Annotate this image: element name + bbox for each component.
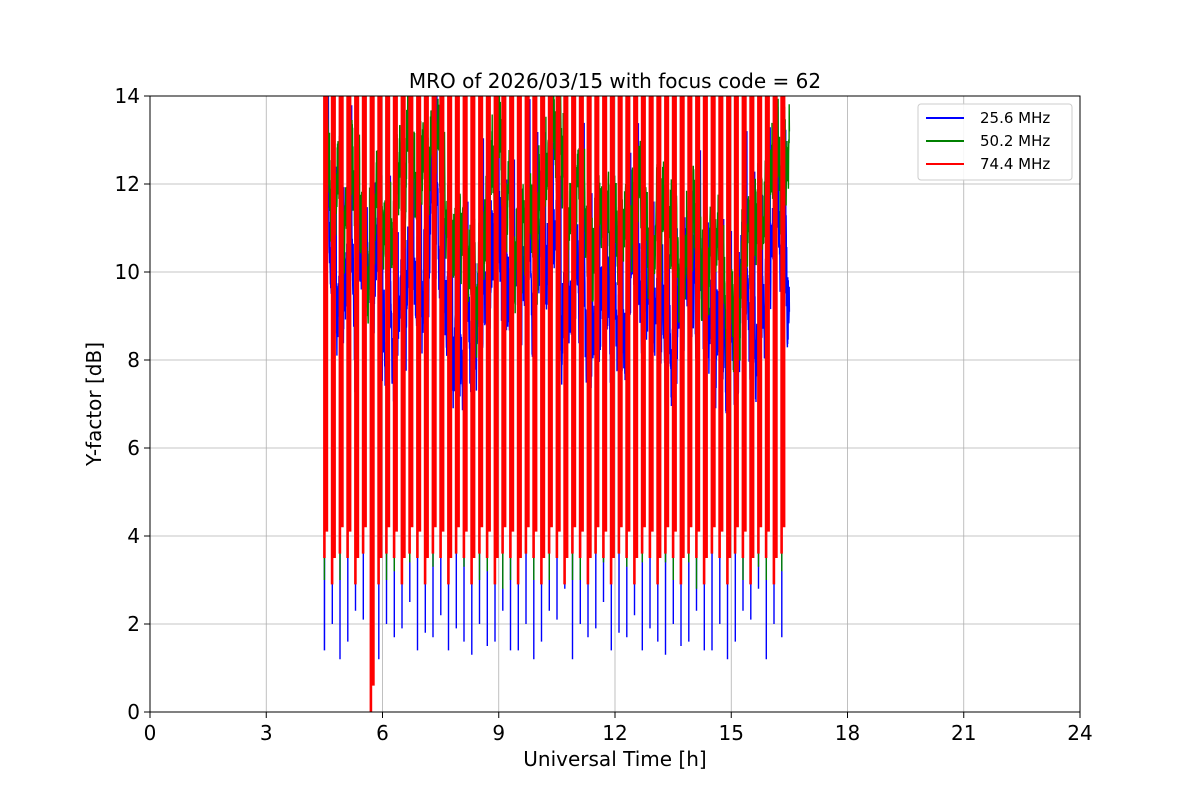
legend-label: 74.4 MHz — [980, 155, 1050, 173]
x-tick-label: 0 — [144, 721, 157, 745]
x-tick-label: 24 — [1067, 721, 1092, 745]
y-tick-label: 4 — [127, 524, 140, 548]
series-74-4-mhz — [323, 96, 786, 712]
legend: 25.6 MHz 50.2 MHz 74.4 MHz — [917, 103, 1073, 181]
x-tick-label: 6 — [376, 721, 389, 745]
x-axis: 0 3 6 9 12 15 18 21 24 — [144, 712, 1093, 745]
y-tick-label: 10 — [115, 260, 140, 284]
y-tick-label: 0 — [127, 700, 140, 724]
y-axis: 0 2 4 6 8 10 12 14 — [115, 84, 150, 724]
plot-area — [323, 96, 791, 712]
legend-label: 25.6 MHz — [980, 109, 1050, 127]
x-tick-label: 9 — [492, 721, 505, 745]
y-tick-label: 6 — [127, 436, 140, 460]
x-tick-label: 15 — [719, 721, 744, 745]
x-tick-label: 18 — [835, 721, 860, 745]
chart-title: MRO of 2026/03/15 with focus code = 62 — [409, 69, 821, 93]
legend-box — [917, 103, 1073, 181]
y-tick-label: 8 — [127, 348, 140, 372]
y-tick-label: 14 — [115, 84, 140, 108]
legend-label: 50.2 MHz — [980, 132, 1050, 150]
series-line — [323, 96, 786, 712]
x-tick-label: 3 — [260, 721, 273, 745]
x-axis-label: Universal Time [h] — [523, 747, 706, 771]
y-axis-label: Y-factor [dB] — [82, 342, 106, 467]
x-tick-label: 21 — [951, 721, 976, 745]
y-tick-label: 12 — [115, 172, 140, 196]
y-tick-label: 2 — [127, 612, 140, 636]
x-tick-label: 12 — [602, 721, 627, 745]
